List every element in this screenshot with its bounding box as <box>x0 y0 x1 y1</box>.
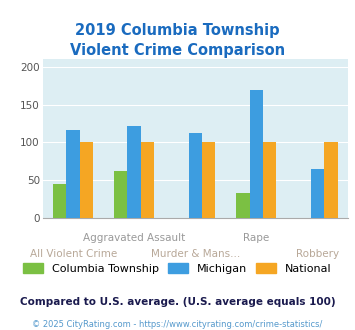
Bar <box>189 133 202 218</box>
Text: 2019 Columbia Township
Violent Crime Comparison: 2019 Columbia Township Violent Crime Com… <box>70 23 285 58</box>
Bar <box>236 193 250 218</box>
Text: Compared to U.S. average. (U.S. average equals 100): Compared to U.S. average. (U.S. average … <box>20 297 335 307</box>
Bar <box>202 142 215 218</box>
Bar <box>311 169 324 218</box>
Bar <box>324 142 338 218</box>
Bar <box>263 142 277 218</box>
Legend: Columbia Township, Michigan, National: Columbia Township, Michigan, National <box>23 263 332 274</box>
Bar <box>250 89 263 218</box>
Bar <box>114 171 127 218</box>
Bar <box>80 142 93 218</box>
Text: Rape: Rape <box>243 233 269 243</box>
Bar <box>53 184 66 218</box>
Bar <box>127 126 141 218</box>
Bar <box>141 142 154 218</box>
Text: All Violent Crime: All Violent Crime <box>29 249 117 259</box>
Text: Murder & Mans...: Murder & Mans... <box>151 249 240 259</box>
Text: © 2025 CityRating.com - https://www.cityrating.com/crime-statistics/: © 2025 CityRating.com - https://www.city… <box>32 320 323 329</box>
Text: Robbery: Robbery <box>296 249 339 259</box>
Bar <box>66 130 80 218</box>
Text: Aggravated Assault: Aggravated Assault <box>83 233 185 243</box>
